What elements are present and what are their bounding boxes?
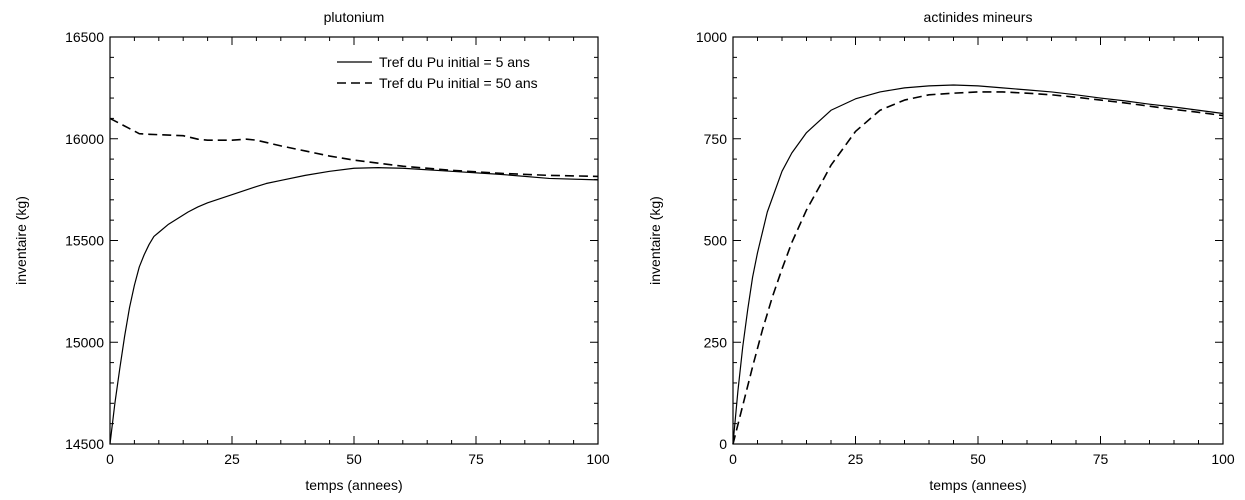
legend: Tref du Pu initial = 5 ans Tref du Pu ini… bbox=[337, 54, 538, 91]
x-tick-label: 25 bbox=[224, 451, 240, 467]
series-line-1 bbox=[732, 84, 1224, 445]
x-tick-label: 0 bbox=[106, 451, 114, 467]
x-tick-label: 50 bbox=[346, 451, 362, 467]
x-tick-label: 75 bbox=[1093, 451, 1109, 467]
y-tick-label: 16000 bbox=[65, 131, 104, 147]
y-tick-label: 250 bbox=[704, 334, 728, 350]
x-tick-label: 0 bbox=[729, 451, 737, 467]
y-tick-label: 0 bbox=[719, 436, 727, 452]
x-axis-label: temps (annees) bbox=[305, 477, 402, 493]
x-tick-label: 50 bbox=[970, 451, 986, 467]
series-line-1 bbox=[109, 167, 599, 445]
y-tick-label: 500 bbox=[704, 233, 728, 249]
y-tick-label: 1000 bbox=[696, 29, 727, 45]
x-tick-label: 100 bbox=[1211, 451, 1235, 467]
chart-title: plutonium bbox=[324, 9, 385, 25]
y-axis-label: inventaire (kg) bbox=[13, 196, 29, 285]
y-tick-label: 15000 bbox=[65, 334, 104, 350]
legend-label: Tref du Pu initial = 5 ans bbox=[379, 54, 530, 70]
series-line-2 bbox=[732, 91, 1224, 445]
y-axis-label: inventaire (kg) bbox=[647, 196, 663, 285]
y-tick-label: 15500 bbox=[65, 233, 104, 249]
x-tick-label: 100 bbox=[586, 451, 610, 467]
series-line-2 bbox=[109, 117, 599, 178]
legend-label: Tref du Pu initial = 50 ans bbox=[379, 75, 538, 91]
x-tick-label: 25 bbox=[848, 451, 864, 467]
x-axis-label: temps (annees) bbox=[929, 477, 1026, 493]
x-tick-label: 75 bbox=[468, 451, 484, 467]
chart-1: plutonium 0 25 50 75 100 14500 15000 15500 16000 1… bbox=[13, 9, 610, 493]
plot-frame bbox=[109, 36, 599, 445]
y-tick-label: 16500 bbox=[65, 29, 104, 45]
chart-title: actinides mineurs bbox=[924, 9, 1033, 25]
y-tick-label: 14500 bbox=[65, 436, 104, 452]
plot-frame bbox=[732, 36, 1224, 445]
y-tick-label: 750 bbox=[704, 131, 728, 147]
